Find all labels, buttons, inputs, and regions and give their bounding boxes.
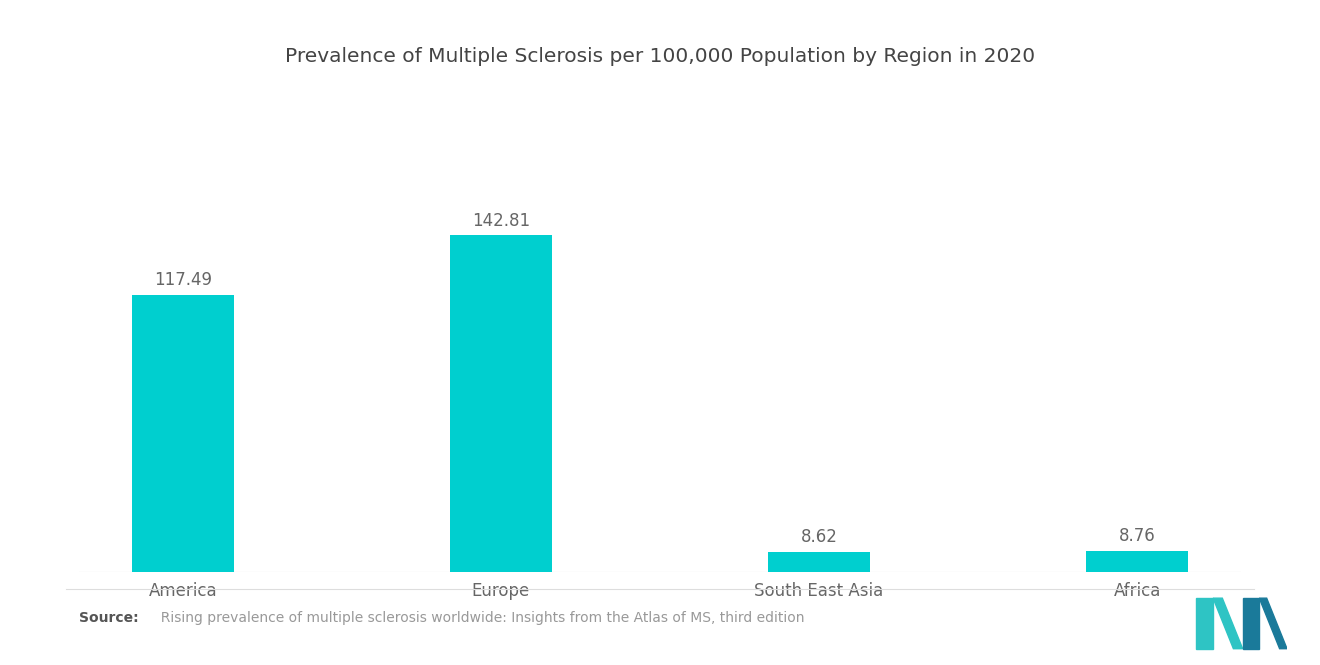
Text: 8.76: 8.76	[1119, 527, 1155, 545]
Bar	[1242, 598, 1259, 649]
Polygon shape	[1213, 598, 1242, 649]
Text: 8.62: 8.62	[801, 528, 837, 546]
Bar	[1196, 598, 1213, 649]
Polygon shape	[1259, 598, 1287, 649]
Bar	[132, 295, 234, 572]
Text: Rising prevalence of multiple sclerosis worldwide: Insights from the Atlas of MS: Rising prevalence of multiple sclerosis …	[152, 611, 804, 626]
Bar	[1086, 551, 1188, 572]
Bar	[450, 235, 552, 572]
Text: Prevalence of Multiple Sclerosis per 100,000 Population by Region in 2020: Prevalence of Multiple Sclerosis per 100…	[285, 47, 1035, 66]
Bar	[768, 551, 870, 572]
Text: 117.49: 117.49	[154, 271, 213, 289]
Text: Source:: Source:	[79, 611, 139, 626]
Text: 142.81: 142.81	[473, 211, 531, 229]
